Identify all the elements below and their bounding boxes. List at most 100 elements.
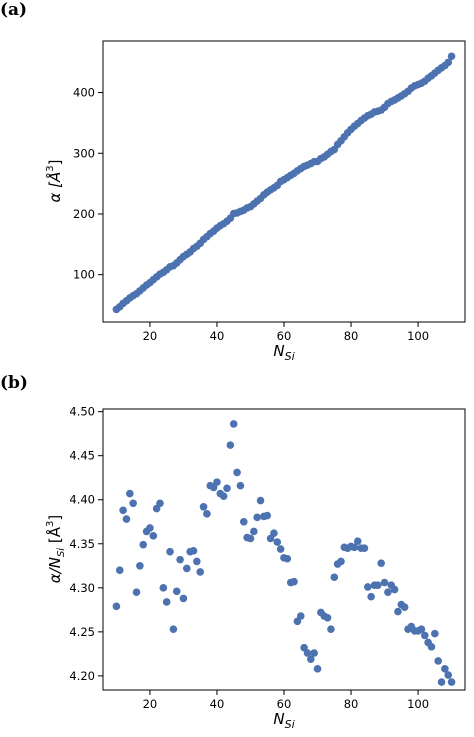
panel-b-data-point (239, 517, 248, 526)
panel-b-y-tick-label: 4.20 (69, 669, 95, 683)
panel-b-data-point (250, 527, 258, 536)
panel-b-data-point (431, 629, 439, 638)
panel-a-y-tick-label: 100 (73, 268, 95, 282)
panel-b-data-point (270, 529, 278, 538)
panel-b-x-tick-label: 40 (210, 697, 225, 711)
panel-b-data-point (132, 588, 141, 597)
panel-b-y-tick-label: 4.50 (69, 405, 95, 419)
panel-b-data-point (213, 478, 221, 486)
panel-b-data-point (441, 665, 449, 673)
panel-b-data-point (380, 578, 389, 587)
panel-a-y-tick-label: 200 (73, 207, 95, 221)
panel-a-label: (a) (0, 0, 27, 20)
panel-b-data-point (273, 538, 282, 546)
panel-b-data-point (360, 544, 369, 552)
panel-a-x-label-sub: Si (285, 350, 295, 363)
panel-b-data-point (400, 603, 409, 611)
panel-b-data-point (196, 568, 205, 576)
panel-a-y-tick-label: 400 (73, 86, 95, 100)
panel-b-x-tick-label: 20 (143, 697, 158, 711)
panel-b-data-point (112, 602, 121, 611)
panel-a-x-tick-label: 60 (277, 329, 292, 343)
panel-b-data-point (236, 481, 245, 490)
panel-a-y-axis-label: α [Å3] (45, 159, 64, 202)
panel-b-data-point (444, 671, 453, 679)
panel-b-data-point (179, 594, 188, 603)
panel-b-data-point (256, 496, 265, 505)
panel-a-x-ticks: 20 40 60 80 100 (143, 322, 429, 343)
panel-b-data-point (296, 612, 305, 620)
panel-a-data-point (444, 58, 453, 67)
panel-b-x-axis-label: NSi (273, 710, 294, 731)
panel-b-data-point (327, 625, 335, 634)
panel-b-x-label-sub: Si (285, 718, 295, 731)
panel-b-data-point (193, 557, 201, 566)
panel-b-data-point (229, 420, 238, 428)
panel-b-x-ticks: 20 40 60 80 100 (143, 690, 429, 711)
panel-b-data-point (139, 540, 148, 549)
panel-b-y-tick-label: 4.45 (69, 449, 95, 463)
panel-b-data-point (427, 643, 436, 651)
panel-a-y-tick-label: 300 (73, 146, 95, 160)
panel-b-data-point (283, 554, 292, 563)
panel-b-series (112, 420, 456, 686)
panel-b-y-axis-label: α/NSi [Å3] (45, 515, 67, 583)
panel-b-y-label-text: α/N (46, 557, 64, 583)
panel-a-data-point (447, 52, 456, 61)
panel-b-x-label-main: N (273, 710, 284, 728)
panel-b-data-point (203, 510, 211, 518)
panel-b-data-point (119, 506, 127, 515)
panel-b-data-point (437, 678, 446, 686)
panel-b-y-ticks: 4.20 4.25 4.30 4.35 4.40 4.45 4.50 (69, 405, 103, 683)
panel-b-data-point (434, 657, 442, 665)
panel-a-y-label-end: ] (46, 159, 64, 165)
panel-b-data-point (199, 502, 208, 511)
panel-b-data-point (122, 515, 131, 523)
panel-b-data-point (149, 532, 158, 540)
panel-a-x-label-main: N (273, 342, 284, 360)
panel-b-data-point (276, 545, 285, 553)
panel-b-data-point (233, 468, 241, 477)
panel-a-y-label-text: α [Å (45, 172, 64, 203)
panel-b-data-point (384, 588, 392, 597)
panel-a-y-ticks: 100 200 300 400 (73, 86, 103, 282)
panel-b-data-point (146, 524, 154, 532)
panel-b-data-point (166, 547, 174, 556)
panel-b-y-tick-label: 4.30 (69, 581, 95, 595)
panel-b-data-point (303, 649, 312, 657)
panel-a-x-tick-label: 40 (210, 329, 225, 343)
panel-b-data-point (126, 489, 134, 498)
panel-b-x-tick-label: 60 (277, 697, 292, 711)
panel-b-data-point (417, 625, 426, 634)
panel-b-data-point (136, 561, 144, 570)
panel-b-data-point (219, 492, 228, 501)
panel-b-data-point (313, 665, 322, 673)
panel-b-data-point (253, 513, 261, 522)
panel-b-data-point (323, 613, 332, 622)
panel-b-data-point (246, 534, 255, 543)
panel-b-data-point (129, 499, 137, 508)
panel-a-y-label-sup: 3 (45, 165, 56, 171)
panel-b-data-point (367, 592, 375, 601)
panel-b-data-point (226, 441, 235, 449)
panel-b-label: (b) (0, 373, 28, 393)
panel-b-y-label-end: ] (46, 515, 64, 521)
panel-b-data-point (330, 573, 339, 582)
panel-a-series (112, 52, 456, 314)
panel-b-data-point (115, 566, 124, 575)
panel-b: (b) 20 40 60 80 100 4.20 4.25 4.30 4.35 4.40 4.45… (0, 373, 466, 731)
panel-b-data-point (169, 625, 178, 634)
panel-a-x-tick-label: 80 (344, 329, 359, 343)
panel-b-data-point (182, 564, 191, 573)
panel-b-data-point (223, 484, 231, 493)
panel-b-y-label-sup: 3 (45, 521, 56, 527)
panel-b-data-point (156, 499, 164, 508)
panel-b-data-point (263, 511, 272, 520)
panel-b-data-point (374, 581, 382, 589)
panel-b-x-tick-label: 80 (344, 697, 359, 711)
panel-b-data-point (353, 537, 362, 545)
panel-b-data-point (290, 577, 298, 586)
panel-b-data-point (420, 631, 429, 640)
panel-b-data-point (307, 655, 315, 663)
